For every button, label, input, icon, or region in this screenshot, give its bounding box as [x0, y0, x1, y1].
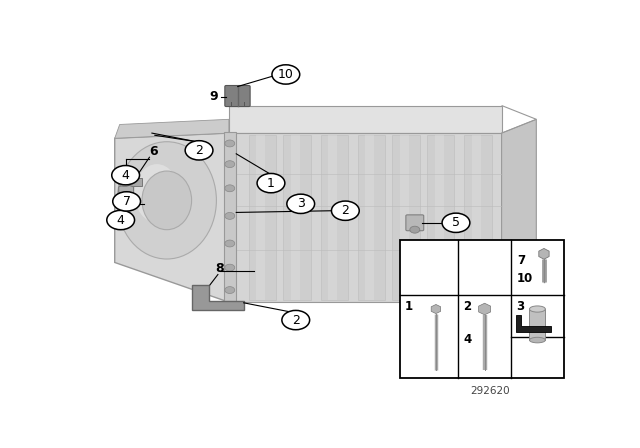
- Polygon shape: [229, 133, 502, 302]
- Circle shape: [332, 201, 359, 220]
- Polygon shape: [502, 119, 536, 133]
- Text: 7: 7: [517, 254, 525, 267]
- Bar: [358, 135, 385, 301]
- Bar: [284, 135, 310, 301]
- Polygon shape: [502, 106, 536, 119]
- Circle shape: [410, 226, 420, 233]
- Circle shape: [118, 177, 132, 186]
- Text: 6: 6: [149, 145, 157, 158]
- FancyBboxPatch shape: [225, 86, 250, 107]
- Bar: [400, 135, 409, 301]
- Bar: [328, 135, 337, 301]
- Ellipse shape: [142, 171, 191, 230]
- Polygon shape: [191, 285, 244, 310]
- Text: 1: 1: [405, 300, 413, 313]
- Text: 4: 4: [116, 214, 125, 227]
- Text: 2: 2: [341, 204, 349, 217]
- Circle shape: [225, 264, 235, 271]
- Bar: [529, 309, 545, 340]
- Bar: [428, 135, 454, 301]
- Polygon shape: [431, 305, 441, 314]
- Ellipse shape: [529, 306, 545, 312]
- Polygon shape: [516, 315, 551, 332]
- Polygon shape: [118, 184, 134, 195]
- Bar: [400, 240, 564, 378]
- Bar: [435, 135, 444, 301]
- Text: 3: 3: [297, 197, 305, 210]
- Polygon shape: [115, 133, 229, 302]
- Ellipse shape: [134, 164, 179, 223]
- Text: 8: 8: [216, 262, 224, 275]
- Text: 2: 2: [463, 300, 471, 313]
- Circle shape: [225, 185, 235, 192]
- Ellipse shape: [529, 337, 545, 343]
- Bar: [256, 135, 265, 301]
- Text: 10: 10: [278, 68, 294, 81]
- Bar: [291, 135, 300, 301]
- Text: 4: 4: [463, 333, 471, 346]
- Bar: [472, 135, 481, 301]
- Text: 9: 9: [210, 90, 218, 103]
- Text: 10: 10: [517, 272, 533, 285]
- Bar: [248, 135, 276, 301]
- Bar: [321, 135, 348, 301]
- Circle shape: [282, 310, 310, 330]
- Circle shape: [442, 213, 470, 233]
- Polygon shape: [539, 249, 549, 259]
- Ellipse shape: [117, 142, 216, 259]
- Text: 2: 2: [195, 144, 203, 157]
- Text: 2: 2: [292, 314, 300, 327]
- FancyBboxPatch shape: [406, 215, 424, 231]
- Text: 5: 5: [452, 216, 460, 229]
- Polygon shape: [229, 106, 502, 133]
- Text: 1: 1: [267, 177, 275, 190]
- Circle shape: [113, 192, 141, 211]
- Polygon shape: [224, 133, 236, 303]
- Text: 292620: 292620: [470, 386, 509, 396]
- Circle shape: [225, 240, 235, 247]
- Polygon shape: [115, 119, 229, 138]
- Circle shape: [225, 212, 235, 220]
- Bar: [123, 178, 142, 185]
- Polygon shape: [502, 119, 536, 302]
- Text: 3: 3: [516, 300, 524, 313]
- Circle shape: [225, 161, 235, 168]
- Text: 4: 4: [122, 169, 129, 182]
- Bar: [365, 135, 374, 301]
- Circle shape: [225, 287, 235, 293]
- Text: 7: 7: [123, 195, 131, 208]
- Circle shape: [112, 165, 140, 185]
- Circle shape: [272, 65, 300, 84]
- Circle shape: [257, 173, 285, 193]
- Circle shape: [107, 211, 134, 230]
- Circle shape: [185, 141, 213, 160]
- Bar: [392, 135, 420, 301]
- Bar: [465, 135, 492, 301]
- Circle shape: [287, 194, 315, 214]
- Polygon shape: [479, 303, 491, 315]
- Circle shape: [225, 140, 235, 147]
